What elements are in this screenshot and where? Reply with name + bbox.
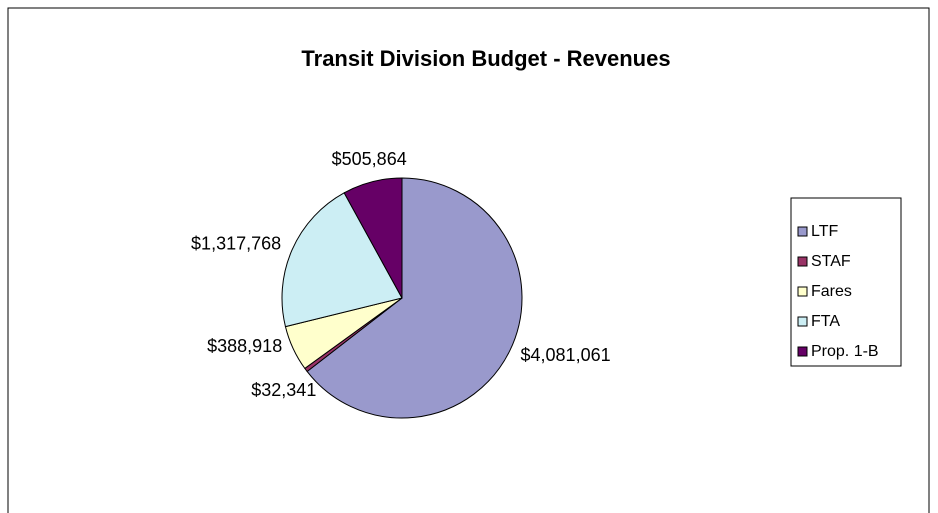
pie-slice — [343, 177, 403, 299]
data-label: $505,864 — [332, 149, 407, 169]
data-label: $1,317,768 — [191, 234, 281, 254]
legend-label: STAF — [811, 253, 851, 270]
data-label: $4,081,061 — [521, 345, 611, 365]
pie-slice — [281, 192, 403, 328]
legend-swatch — [797, 346, 808, 357]
legend-label: FTA — [811, 313, 840, 330]
legend-label: Prop. 1-B — [811, 343, 879, 360]
data-label: $388,918 — [207, 336, 282, 356]
legend-swatch — [797, 286, 808, 297]
data-label: $32,341 — [251, 380, 316, 400]
legend-label: Fares — [811, 283, 852, 300]
legend-box — [790, 197, 902, 367]
legend-swatch — [797, 226, 808, 237]
legend-label: LTF — [811, 223, 838, 240]
chart-title: Transit Division Budget - Revenues — [301, 46, 670, 71]
legend-swatch — [797, 316, 808, 327]
pie-slice — [306, 177, 523, 419]
legend-swatch — [797, 256, 808, 267]
